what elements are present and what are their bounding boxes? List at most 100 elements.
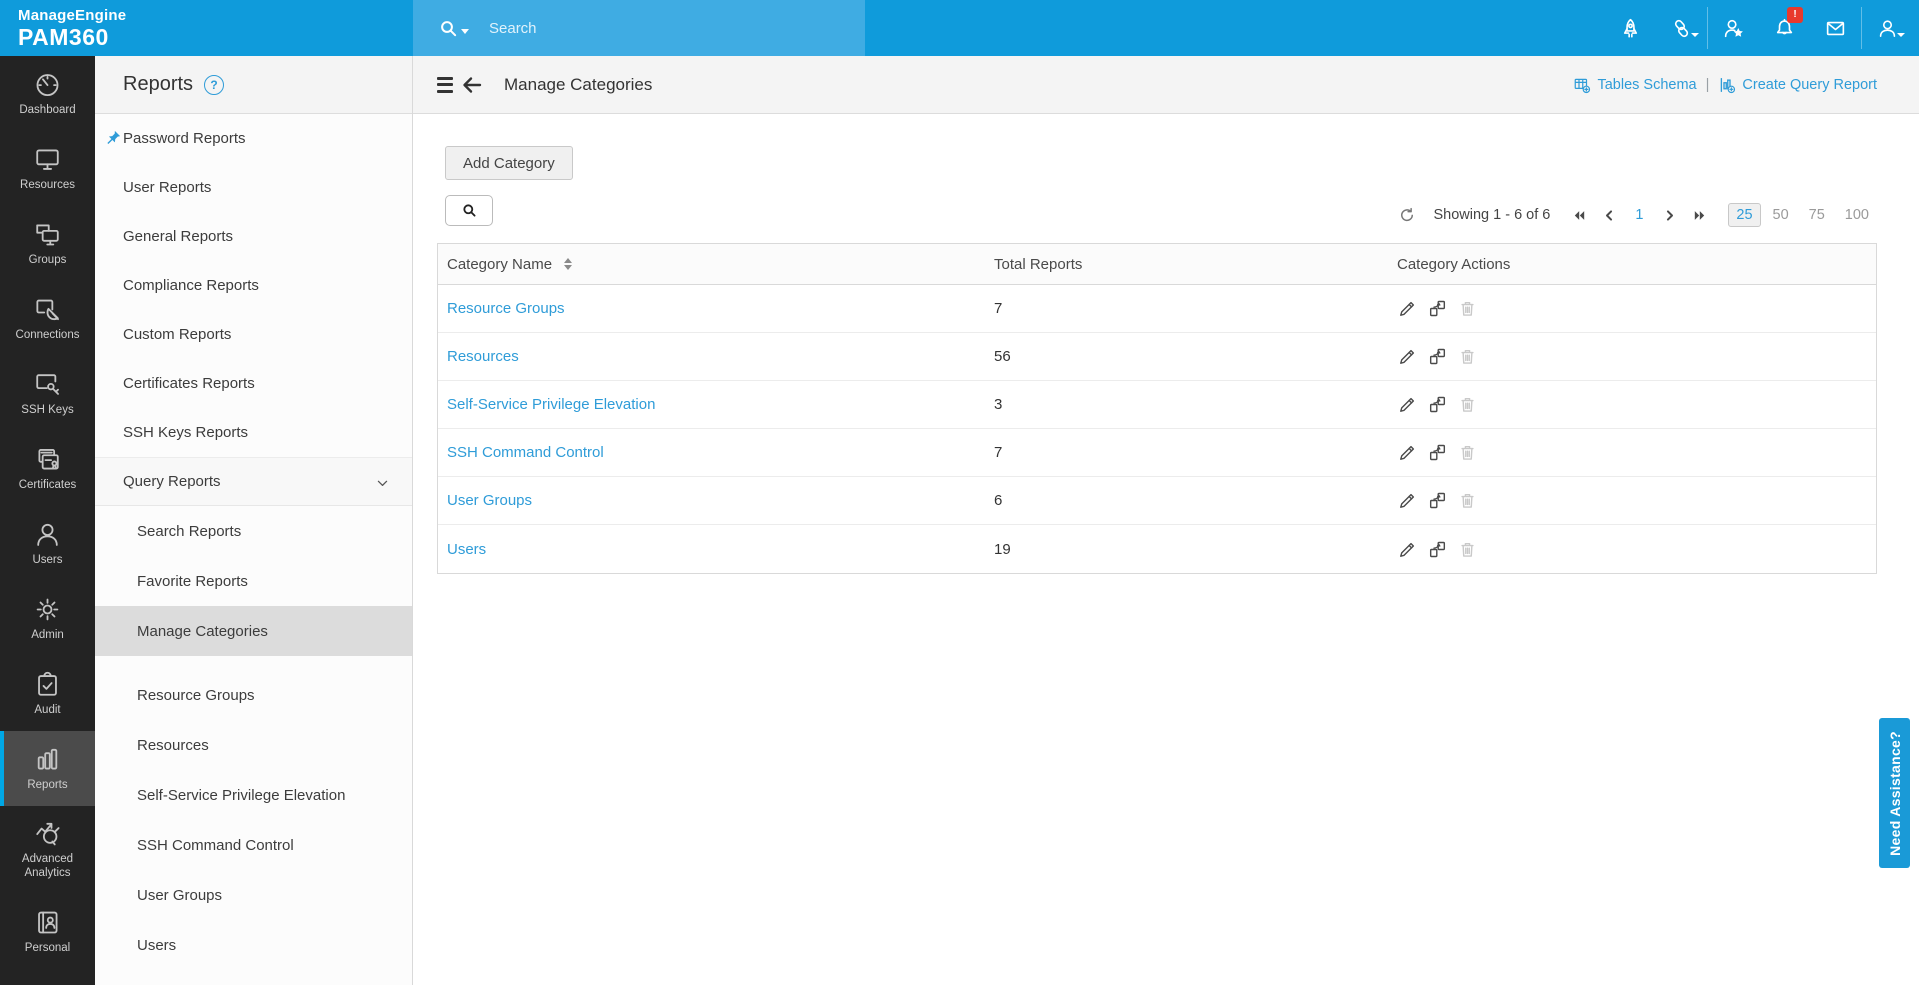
next-page-icon[interactable] bbox=[1654, 203, 1684, 227]
content-header: Manage Categories Tables Schema | Create… bbox=[413, 56, 1919, 114]
column-category-actions: Category Actions bbox=[1397, 255, 1511, 273]
nav-item-ssh-keys[interactable]: SSH Keys bbox=[0, 356, 95, 431]
sidebar-item-user-groups[interactable]: User Groups bbox=[137, 886, 223, 904]
category-link[interactable]: Self-Service Privilege Elevation bbox=[447, 396, 656, 413]
brand-logo[interactable]: ManageEngine PAM360 bbox=[0, 0, 413, 56]
back-arrow-icon[interactable] bbox=[460, 73, 484, 97]
sidebar-item-users[interactable]: Users bbox=[137, 936, 177, 954]
move-icon[interactable] bbox=[1427, 539, 1448, 560]
edit-icon[interactable] bbox=[1397, 442, 1418, 463]
user-icon[interactable] bbox=[1862, 0, 1913, 56]
delete-icon[interactable] bbox=[1457, 442, 1478, 463]
edit-icon[interactable] bbox=[1397, 539, 1418, 560]
search-input[interactable] bbox=[489, 19, 819, 37]
category-link[interactable]: Resource Groups bbox=[447, 300, 565, 317]
sidebar-item-favorite-reports[interactable]: Favorite Reports bbox=[137, 572, 248, 590]
move-icon[interactable] bbox=[1427, 394, 1448, 415]
sidebar-item-general-reports[interactable]: General Reports bbox=[123, 228, 234, 245]
page-size-75[interactable]: 75 bbox=[1808, 207, 1825, 223]
column-category-name[interactable]: Category Name bbox=[438, 256, 985, 273]
reports-sidebar-header: Reports ? bbox=[95, 56, 412, 114]
table-search-button[interactable] bbox=[445, 195, 493, 226]
page-size-100[interactable]: 100 bbox=[1844, 207, 1869, 223]
nav-item-connections[interactable]: Connections bbox=[0, 281, 95, 356]
category-link[interactable]: User Groups bbox=[447, 492, 533, 509]
sidebar-item-user-reports[interactable]: User Reports bbox=[123, 179, 212, 196]
sort-icon[interactable] bbox=[564, 258, 573, 270]
bell-icon[interactable]: ! bbox=[1759, 0, 1810, 56]
category-actions bbox=[1388, 442, 1876, 463]
edit-icon[interactable] bbox=[1397, 298, 1418, 319]
search-icon[interactable] bbox=[438, 18, 459, 39]
menu-gap bbox=[95, 656, 412, 670]
sidebar-item-certificates-reports[interactable]: Certificates Reports bbox=[123, 375, 255, 392]
total-reports-value: 7 bbox=[994, 444, 1003, 461]
refresh-icon[interactable] bbox=[1398, 206, 1416, 224]
move-icon[interactable] bbox=[1427, 298, 1448, 319]
nav-item-resources[interactable]: Resources bbox=[0, 131, 95, 206]
reports-menu: Password Reports User Reports General Repo… bbox=[95, 114, 412, 970]
sidebar-item-compliance-reports[interactable]: Compliance Reports bbox=[123, 277, 259, 294]
sidebar-item-custom-reports[interactable]: Custom Reports bbox=[123, 326, 232, 343]
add-category-button[interactable]: Add Category bbox=[445, 146, 573, 180]
last-page-icon[interactable] bbox=[1684, 203, 1714, 227]
menu-toggle-icon[interactable] bbox=[437, 76, 453, 93]
advanced-analytics-icon bbox=[33, 819, 62, 848]
sidebar-item-search-reports[interactable]: Search Reports bbox=[137, 522, 242, 540]
page-size-50[interactable]: 50 bbox=[1772, 207, 1789, 223]
main-content: Manage Categories Tables Schema | Create… bbox=[413, 56, 1919, 985]
delete-icon[interactable] bbox=[1457, 346, 1478, 367]
sidebar-item-ssh-command-control[interactable]: SSH Command Control bbox=[137, 836, 294, 854]
sidebar-item-ssh-keys-reports[interactable]: SSH Keys Reports bbox=[123, 424, 249, 441]
page-size-25[interactable]: 25 bbox=[1728, 203, 1761, 227]
need-assistance-tab[interactable]: Need Assistance? bbox=[1879, 718, 1910, 868]
nav-item-certificates[interactable]: Certificates bbox=[0, 431, 95, 506]
delete-icon[interactable] bbox=[1457, 298, 1478, 319]
nav-item-groups[interactable]: Groups bbox=[0, 206, 95, 281]
move-icon[interactable] bbox=[1427, 346, 1448, 367]
resources-icon bbox=[33, 145, 62, 174]
icon-divider bbox=[1707, 7, 1708, 49]
delete-icon[interactable] bbox=[1457, 394, 1478, 415]
sidebar-item-resource-groups[interactable]: Resource Groups bbox=[137, 686, 255, 704]
delete-icon[interactable] bbox=[1457, 539, 1478, 560]
move-icon[interactable] bbox=[1427, 442, 1448, 463]
sidebar-item-manage-categories[interactable]: Manage Categories bbox=[95, 606, 412, 656]
category-link[interactable]: SSH Command Control bbox=[447, 444, 604, 461]
sidebar-item-password-reports[interactable]: Password Reports bbox=[95, 114, 412, 163]
sidebar-item-self-service-privilege-elevation[interactable]: Self-Service Privilege Elevation bbox=[137, 786, 346, 804]
reports-icon bbox=[33, 745, 62, 774]
move-icon[interactable] bbox=[1427, 490, 1448, 511]
icon-divider bbox=[1861, 7, 1862, 49]
nav-item-advanced-analytics[interactable]: Advanced Analytics bbox=[0, 806, 95, 894]
tables-schema-link[interactable]: Tables Schema bbox=[1573, 76, 1697, 94]
edit-icon[interactable] bbox=[1397, 490, 1418, 511]
chevron-down-icon[interactable] bbox=[375, 476, 390, 491]
nav-item-audit[interactable]: Audit bbox=[0, 656, 95, 731]
nav-item-reports[interactable]: Reports bbox=[0, 731, 95, 806]
page-number[interactable]: 1 bbox=[1635, 207, 1644, 223]
create-query-report-link[interactable]: Create Query Report bbox=[1718, 76, 1877, 94]
edit-icon[interactable] bbox=[1397, 394, 1418, 415]
category-actions bbox=[1388, 298, 1876, 319]
rocket-icon[interactable] bbox=[1605, 0, 1656, 56]
user-star-icon[interactable] bbox=[1708, 0, 1759, 56]
sidebar-item-query-reports[interactable]: Query Reports bbox=[95, 457, 412, 506]
mail-icon[interactable] bbox=[1810, 0, 1861, 56]
previous-page-icon[interactable] bbox=[1594, 203, 1624, 227]
total-reports-value: 19 bbox=[994, 540, 1011, 558]
sidebar-item-resources[interactable]: Resources bbox=[137, 736, 209, 754]
category-link[interactable]: Users bbox=[447, 540, 487, 558]
nav-item-dashboard[interactable]: Dashboard bbox=[0, 56, 95, 131]
global-search[interactable] bbox=[413, 0, 865, 56]
nav-item-users[interactable]: Users bbox=[0, 506, 95, 581]
delete-icon[interactable] bbox=[1457, 490, 1478, 511]
help-icon[interactable]: ? bbox=[204, 74, 225, 95]
search-scope-caret-icon[interactable] bbox=[461, 28, 469, 34]
category-link[interactable]: Resources bbox=[447, 348, 519, 365]
nav-item-admin[interactable]: Admin bbox=[0, 581, 95, 656]
nav-item-personal[interactable]: Personal bbox=[0, 894, 95, 969]
first-page-icon[interactable] bbox=[1564, 203, 1594, 227]
link-icon[interactable] bbox=[1656, 0, 1707, 56]
edit-icon[interactable] bbox=[1397, 346, 1418, 367]
